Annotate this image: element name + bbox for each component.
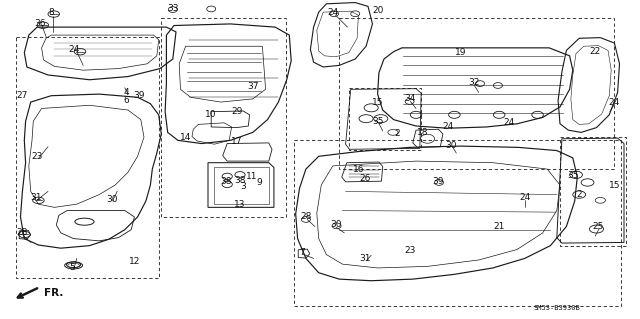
Text: 28: 28 — [16, 228, 28, 237]
Text: 35: 35 — [372, 117, 383, 126]
Text: 31: 31 — [359, 254, 371, 263]
Text: 22: 22 — [589, 47, 601, 56]
Text: 38: 38 — [220, 177, 232, 186]
Text: 10: 10 — [205, 110, 217, 119]
Text: 36: 36 — [35, 19, 46, 28]
Text: 24: 24 — [503, 118, 515, 127]
Text: 24: 24 — [327, 8, 339, 17]
Text: 7: 7 — [300, 248, 305, 256]
Text: 17: 17 — [231, 137, 243, 146]
Text: 20: 20 — [372, 6, 383, 15]
Bar — [339, 18, 614, 169]
Text: 23: 23 — [404, 246, 415, 255]
Text: 34: 34 — [404, 94, 415, 103]
Text: 15: 15 — [609, 181, 620, 189]
Bar — [294, 140, 621, 306]
Text: 12: 12 — [129, 257, 140, 266]
Text: 24: 24 — [519, 193, 531, 202]
Text: 37: 37 — [247, 82, 259, 91]
Text: 32: 32 — [468, 78, 479, 87]
Text: SM53-B3930B: SM53-B3930B — [533, 305, 580, 311]
Text: 26: 26 — [359, 174, 371, 183]
Text: 15: 15 — [372, 98, 383, 107]
Text: 8: 8 — [49, 8, 54, 17]
Text: 18: 18 — [417, 128, 428, 137]
Text: 23: 23 — [31, 152, 43, 161]
Text: 13: 13 — [234, 200, 246, 209]
Text: 30: 30 — [106, 195, 118, 204]
Text: 39: 39 — [433, 177, 444, 186]
Bar — [161, 18, 286, 217]
Text: 24: 24 — [609, 98, 620, 107]
Text: 27: 27 — [17, 91, 28, 100]
Bar — [214, 167, 269, 204]
Text: 28: 28 — [300, 212, 312, 221]
Text: 2: 2 — [394, 130, 399, 138]
Bar — [16, 37, 159, 278]
Bar — [349, 88, 421, 150]
Text: 4: 4 — [124, 88, 129, 97]
Text: 19: 19 — [455, 48, 467, 57]
Text: 9: 9 — [257, 178, 262, 187]
Text: 33: 33 — [167, 4, 179, 13]
Text: 14: 14 — [180, 133, 191, 142]
Text: 5: 5 — [70, 263, 75, 272]
Text: 16: 16 — [353, 165, 364, 174]
Text: 30: 30 — [445, 141, 457, 150]
Text: 30: 30 — [330, 220, 342, 229]
Bar — [560, 137, 626, 246]
Text: 3: 3 — [241, 182, 246, 191]
Text: FR.: FR. — [44, 288, 63, 299]
Text: 24: 24 — [68, 45, 79, 54]
Text: 35: 35 — [567, 171, 579, 180]
Text: 29: 29 — [231, 107, 243, 116]
Text: 21: 21 — [493, 222, 505, 231]
Text: 11: 11 — [246, 172, 257, 181]
Text: 39: 39 — [134, 91, 145, 100]
Text: 6: 6 — [124, 96, 129, 105]
Text: 24: 24 — [442, 122, 454, 130]
Text: 38: 38 — [234, 176, 246, 185]
Text: 25: 25 — [593, 222, 604, 231]
Text: 2: 2 — [577, 190, 582, 199]
Text: 31: 31 — [30, 193, 42, 202]
